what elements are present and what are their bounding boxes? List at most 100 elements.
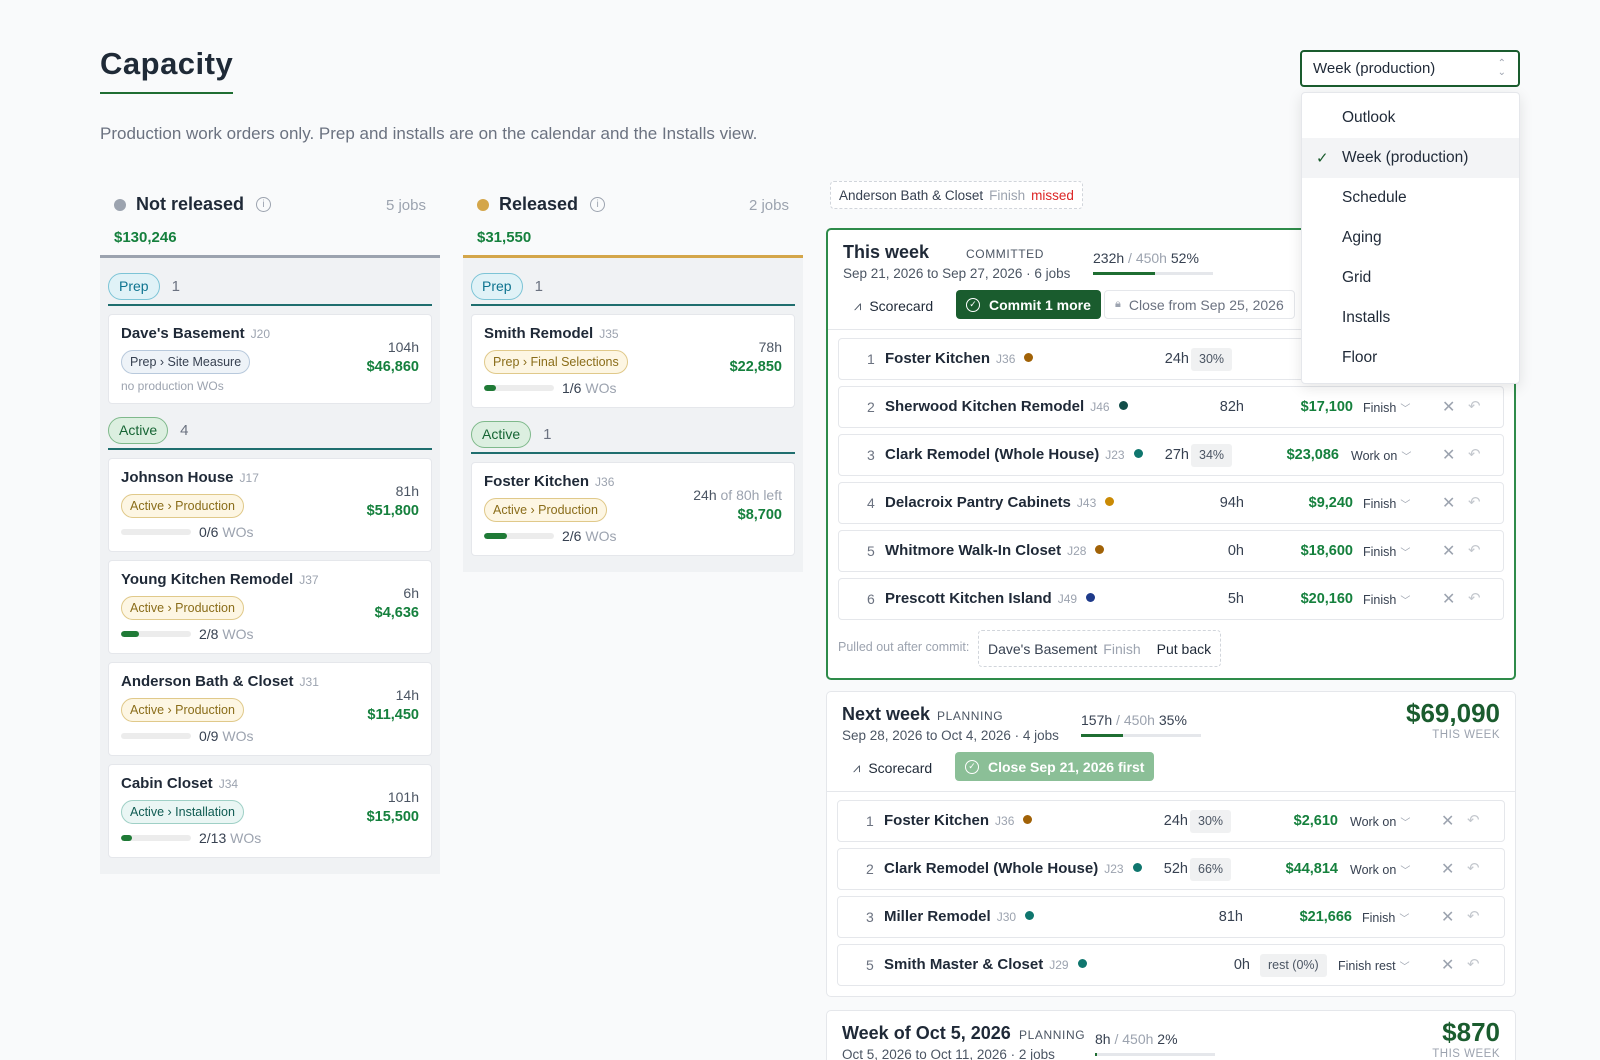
week-header: This week COMMITTED Sep 21, 2026 to Sep 27… — [828, 230, 1514, 330]
week-job-row[interactable]: 5 Whitmore Walk-In Closet J28 0h $18,600 Fini… — [838, 530, 1504, 572]
utilization-bar-fill — [1081, 734, 1123, 737]
row-job-name-text: Delacroix Pantry Cabinets — [885, 494, 1071, 511]
week-job-row[interactable]: 3 Clark Remodel (Whole House) J23 27h 34% $23… — [838, 434, 1504, 476]
row-job-name-text: Miller Remodel — [884, 908, 991, 925]
chevron-down-icon: ﹀ — [1400, 596, 1411, 607]
dropdown-option[interactable]: Aging — [1302, 218, 1519, 258]
job-id: J31 — [299, 675, 319, 689]
undo-icon[interactable]: ↶ — [1467, 956, 1480, 973]
week-job-row[interactable]: 3 Miller Remodel J30 81h $21,666 Finish ﹀ ✕ ↶ — [837, 896, 1505, 938]
wo-progress: 1/6 WOs — [484, 379, 782, 397]
util-capacity: / 450h — [1114, 1031, 1154, 1047]
dropdown-option-label: Floor — [1342, 349, 1378, 366]
dropdown-option[interactable]: Schedule — [1302, 178, 1519, 218]
row-action-select[interactable]: Work on ﹀ — [1351, 448, 1411, 463]
undo-icon[interactable]: ↶ — [1467, 812, 1480, 829]
remove-icon[interactable]: ✕ — [1441, 861, 1455, 878]
stage-tag: Active › Production — [121, 494, 244, 518]
row-action-select[interactable]: Work on ﹀ — [1350, 814, 1410, 829]
info-icon[interactable]: i — [590, 197, 606, 212]
remove-icon[interactable]: ✕ — [1441, 957, 1455, 974]
group-pill[interactable]: Active — [471, 420, 532, 448]
dropdown-option[interactable]: Grid — [1302, 258, 1519, 298]
info-icon[interactable]: i — [256, 197, 272, 212]
undo-icon[interactable]: ↶ — [1468, 542, 1481, 559]
week-job-row[interactable]: 6 Prescott Kitchen Island J49 5h $20,160 Fini… — [838, 578, 1504, 620]
card-value: $8,700 — [737, 507, 782, 523]
scorecard-button[interactable]: ⩘ Scorecard — [844, 292, 943, 320]
dropdown-option[interactable]: Installs — [1302, 298, 1519, 338]
week-job-row[interactable]: 2 Clark Remodel (Whole House) J23 52h 66% $44… — [837, 848, 1505, 890]
job-card[interactable]: Johnson House J17 Active › Production 0/6 W… — [108, 458, 432, 552]
job-card[interactable]: Smith Remodel J35 Prep › Final Selections 1… — [471, 314, 795, 408]
remove-icon[interactable]: ✕ — [1442, 591, 1456, 608]
job-name: Anderson Bath & Closet J31 — [121, 673, 419, 693]
wo-done: 1/6 — [562, 380, 582, 396]
row-action-select[interactable]: Finish ﹀ — [1363, 544, 1410, 559]
remove-icon[interactable]: ✕ — [1442, 447, 1456, 464]
scorecard-label: Scorecard — [869, 298, 934, 314]
row-action-select[interactable]: Finish ﹀ — [1362, 910, 1409, 925]
row-action-select[interactable]: Work on ﹀ — [1350, 862, 1410, 877]
week-job-row[interactable]: 4 Delacroix Pantry Cabinets J43 94h $9,240 Fi… — [838, 482, 1504, 524]
undo-icon[interactable]: ↶ — [1468, 494, 1481, 511]
undo-icon[interactable]: ↶ — [1468, 398, 1481, 415]
commit-button[interactable]: ✓ Commit 1 more — [956, 290, 1101, 319]
stage-tag: Prep › Final Selections — [484, 350, 628, 374]
status-dot-icon — [1024, 353, 1034, 362]
close-week-button[interactable]: 🔒︎ Close from Sep 25, 2026 — [1104, 290, 1295, 319]
card-value: $22,850 — [729, 359, 782, 375]
card-hours: 78h — [759, 339, 782, 355]
group-pill[interactable]: Prep — [471, 272, 523, 300]
missed-job-chip[interactable]: Anderson Bath & Closet Finish missed — [830, 181, 1083, 209]
row-action-select[interactable]: Finish ﹀ — [1363, 400, 1410, 415]
view-select[interactable]: Week (production) ⌃ ⌄ — [1300, 50, 1520, 87]
job-card[interactable]: Cabin Closet J34 Active › Installation 2/13… — [108, 764, 432, 858]
remove-icon[interactable]: ✕ — [1442, 543, 1456, 560]
progress-bar — [484, 533, 554, 539]
progress-bar-fill — [121, 631, 139, 637]
dropdown-option[interactable]: Outlook — [1302, 98, 1519, 138]
wo-progress: 2/8 WOs — [121, 625, 419, 643]
row-job-id: J36 — [995, 814, 1015, 828]
row-action-select[interactable]: Finish ﹀ — [1363, 592, 1410, 607]
row-action-label: Finish rest — [1338, 959, 1396, 973]
remove-icon[interactable]: ✕ — [1442, 495, 1456, 512]
undo-icon[interactable]: ↶ — [1468, 446, 1481, 463]
status-dot-icon — [1025, 911, 1035, 920]
undo-icon[interactable]: ↶ — [1467, 908, 1480, 925]
put-back-button[interactable]: Put back — [1156, 640, 1212, 657]
progress-bar — [484, 385, 554, 391]
row-action-select[interactable]: Finish ﹀ — [1363, 496, 1410, 511]
week-title: Week of Oct 5, 2026 — [842, 1023, 1011, 1043]
remove-icon[interactable]: ✕ — [1441, 813, 1455, 830]
week-job-row[interactable]: 5 Smith Master & Closet J29 0h rest (0%) Fini… — [837, 944, 1505, 986]
remove-icon[interactable]: ✕ — [1442, 399, 1456, 416]
job-card[interactable]: Dave's Basement J20 Prep › Site Measure no … — [108, 314, 432, 404]
dropdown-option-label: Schedule — [1342, 189, 1407, 206]
week-job-row[interactable]: 2 Sherwood Kitchen Remodel J46 82h $17,100 Fi… — [838, 386, 1504, 428]
group-pill[interactable]: Prep — [108, 272, 160, 300]
row-value: $17,100 — [1300, 399, 1353, 415]
week-status: PLANNING — [937, 709, 1004, 723]
row-action-label: Work on — [1351, 449, 1398, 463]
column-body: Prep 1 Dave's Basement J20 Prep › Site Measu… — [100, 255, 440, 874]
job-name-text: Young Kitchen Remodel — [121, 571, 294, 588]
dropdown-option[interactable]: Floor — [1302, 338, 1519, 378]
remove-icon[interactable]: ✕ — [1441, 909, 1455, 926]
job-card[interactable]: Young Kitchen Remodel J37 Active › Product… — [108, 560, 432, 654]
group-pill[interactable]: Active — [108, 416, 169, 444]
row-rank: 1 — [867, 351, 875, 367]
progress-bar — [121, 529, 191, 535]
undo-icon[interactable]: ↶ — [1467, 860, 1480, 877]
row-action-select[interactable]: Finish rest ﹀ — [1338, 958, 1410, 973]
week-utilization: 8h / 450h 2% — [1095, 1031, 1178, 1047]
wo-done: 2/13 — [199, 830, 227, 846]
scorecard-button[interactable]: ⩘ Scorecard — [843, 754, 942, 782]
job-card[interactable]: Foster Kitchen J36 Active › Production 2/6 … — [471, 462, 795, 556]
week-job-row[interactable]: 1 Foster Kitchen J36 24h 30% $2,610 Work on ﹀ ✕ ↶ — [837, 800, 1505, 842]
undo-icon[interactable]: ↶ — [1468, 590, 1481, 607]
column-body: Prep 1 Smith Remodel J35 Prep › Final Select… — [463, 255, 803, 572]
job-card[interactable]: Anderson Bath & Closet J31 Active › Produc… — [108, 662, 432, 756]
dropdown-option[interactable]: ✓ Week (production) — [1302, 138, 1519, 178]
